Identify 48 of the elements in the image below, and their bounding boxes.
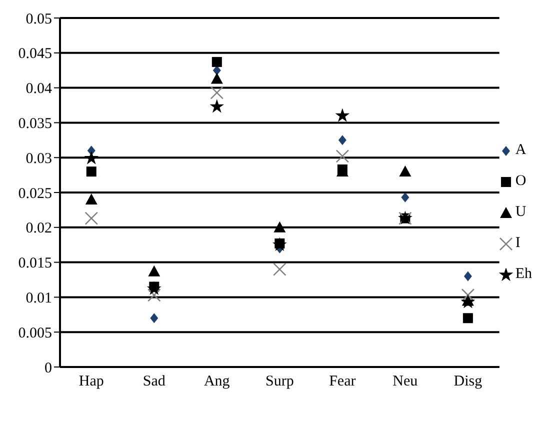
x-tick-label: Hap — [78, 374, 104, 390]
point — [210, 86, 224, 100]
x-tick-label: Sad — [142, 374, 166, 390]
point — [148, 265, 160, 276]
point — [146, 281, 162, 295]
point — [461, 288, 475, 302]
y-tick-label: 0.005 — [18, 325, 52, 342]
x-tick-label: Fear — [329, 374, 356, 390]
point — [210, 99, 224, 113]
legend-label: I — [515, 235, 520, 252]
point — [401, 192, 410, 202]
point — [273, 262, 286, 276]
point — [84, 212, 98, 225]
point — [84, 150, 99, 164]
point — [210, 72, 223, 84]
y-tick-label: 0.035 — [18, 116, 52, 132]
point — [462, 313, 473, 324]
point — [85, 193, 98, 204]
point — [86, 166, 96, 177]
y-tick-label: 0.025 — [18, 186, 52, 202]
point — [336, 150, 350, 163]
point — [147, 288, 161, 302]
y-tick-label: 0.01 — [26, 290, 52, 307]
y-tick-label: 0 — [44, 360, 52, 376]
x-tick-label: Ang — [204, 374, 230, 390]
y-tick-label: 0.04 — [26, 81, 52, 98]
point — [464, 271, 472, 282]
legend-label: Eh — [515, 266, 532, 283]
y-tick-label: 0.05 — [26, 11, 52, 28]
legend-label: U — [515, 204, 526, 221]
y-tick-label: 0.02 — [26, 220, 52, 237]
y-tick-label: 0.015 — [18, 256, 52, 272]
point — [212, 56, 222, 67]
point — [212, 65, 221, 76]
point — [460, 294, 476, 308]
x-tick-label: Disg — [454, 374, 483, 390]
point — [335, 108, 350, 122]
legend-label: A — [515, 142, 526, 159]
point — [338, 135, 346, 146]
point — [272, 237, 287, 251]
point — [399, 166, 412, 177]
point — [150, 313, 158, 324]
y-tick-label: 0.03 — [26, 150, 52, 167]
x-tick-label: Neu — [392, 374, 418, 390]
legend-label: O — [515, 173, 526, 190]
y-tick-label: 0.045 — [18, 46, 52, 62]
point — [274, 221, 286, 232]
x-tick-label: Surp — [265, 374, 294, 390]
